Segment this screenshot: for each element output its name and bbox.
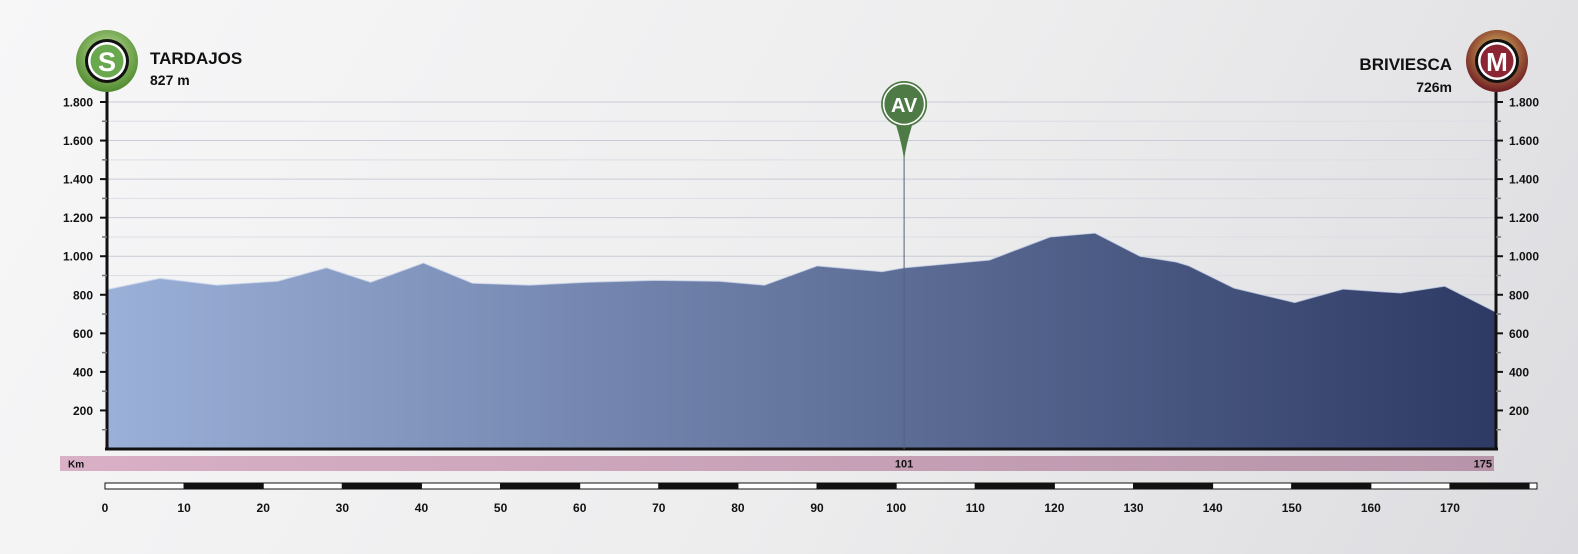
y-tick-label-left: 1.000 [63, 250, 93, 264]
x-tick-label: 80 [731, 501, 745, 515]
y-tick-label-right: 1.600 [1509, 134, 1539, 148]
x-tick-label: 40 [415, 501, 429, 515]
scale-bar-segment [262, 482, 343, 490]
y-tick-label-left: 400 [73, 365, 93, 379]
finish-badge-letter: M [1486, 47, 1508, 77]
x-tick-label: 20 [257, 501, 271, 515]
x-tick-label: 160 [1361, 501, 1381, 515]
x-axis-labels: 0 10 20 30 40 50 60 70 80 90 100 110 120 130 140 150 160… [102, 501, 1461, 515]
distance-scale-bar [104, 482, 1538, 490]
scale-bar-segment [1053, 482, 1135, 490]
y-axis-right: 200 400 600 800 1.000 1.200 1.400 1.600 1.800 [1496, 96, 1539, 431]
y-tick-label-right: 600 [1509, 327, 1529, 341]
y-tick-label-left: 1.200 [63, 211, 93, 225]
y-tick-label-right: 1.400 [1509, 173, 1539, 187]
y-tick-label-left: 1.600 [63, 134, 93, 148]
y-tick-label-right: 400 [1509, 365, 1529, 379]
scale-bar-segment [104, 482, 185, 490]
sprint-pin-ring [881, 81, 928, 127]
start-town-name: TARDAJOS [150, 49, 242, 68]
x-tick-label: 30 [336, 501, 350, 515]
y-tick-label-right: 1.000 [1509, 250, 1539, 264]
km-strip [60, 456, 1494, 471]
y-tick-label-left: 600 [73, 327, 93, 341]
x-tick-label: 170 [1440, 501, 1460, 515]
scale-bar-segment [1449, 482, 1530, 490]
y-tick-label-left: 800 [73, 288, 93, 302]
scale-bar-segment [1212, 482, 1293, 490]
finish-elevation: 726m [1416, 79, 1452, 95]
x-tick-label: 110 [966, 501, 986, 515]
y-tick-label-left: 1.800 [63, 96, 93, 110]
y-tick-label-right: 1.800 [1509, 96, 1539, 110]
y-tick-label-right: 200 [1509, 404, 1529, 418]
scale-bar-segment [974, 482, 1055, 490]
y-axis-left: 200 400 600 800 1.000 1.200 1.400 1.600 1.800 [63, 96, 107, 431]
x-tick-label: 70 [652, 501, 666, 515]
x-tick-label: 150 [1282, 501, 1302, 515]
km-total-label: 175 [1474, 459, 1492, 471]
x-tick-label: 140 [1203, 501, 1223, 515]
y-tick-label-right: 1.200 [1509, 211, 1539, 225]
start-badge: S [76, 30, 138, 92]
sprint-km-label: 101 [895, 459, 913, 471]
scale-bar-segment [895, 482, 976, 490]
scale-bar-segment [579, 482, 660, 490]
scale-bar-segment [500, 482, 581, 490]
y-tick-label-left: 1.400 [63, 173, 93, 187]
finish-town-name: BRIVIESCA [1359, 55, 1452, 74]
y-tick-label-left: 200 [73, 404, 93, 418]
km-strip-label: Km [68, 460, 84, 471]
scale-bar-segment [341, 482, 422, 490]
x-tick-label: 0 [102, 501, 109, 515]
x-tick-label: 130 [1123, 501, 1143, 515]
scale-bar-segment [658, 482, 739, 490]
x-tick-label: 10 [177, 501, 191, 515]
sprint-pin-label: AV [891, 95, 918, 117]
x-tick-label: 60 [573, 501, 587, 515]
y-tick-label-right: 800 [1509, 288, 1529, 302]
scale-bar-segment [1291, 482, 1372, 490]
x-tick-label: 50 [494, 501, 508, 515]
elevation-profile-ridge [106, 232, 1497, 313]
start-badge-letter: S [98, 47, 116, 77]
scale-bar-segment [737, 482, 818, 490]
scale-bar-segment [1133, 482, 1214, 490]
finish-badge: M [1466, 30, 1528, 92]
scale-bar-segment [183, 482, 264, 490]
scale-bar-segment [420, 482, 502, 490]
start-elevation: 827 m [150, 72, 190, 88]
x-tick-label: 120 [1044, 501, 1064, 515]
elevation-profile-area [107, 233, 1496, 449]
x-tick-label: 100 [886, 501, 906, 515]
sprint-pin-tail [895, 122, 914, 160]
scale-bar-segment [1370, 482, 1451, 490]
x-tick-label: 90 [810, 501, 824, 515]
sprint-pin: AV [881, 81, 928, 160]
scale-bar-segment [816, 482, 897, 490]
